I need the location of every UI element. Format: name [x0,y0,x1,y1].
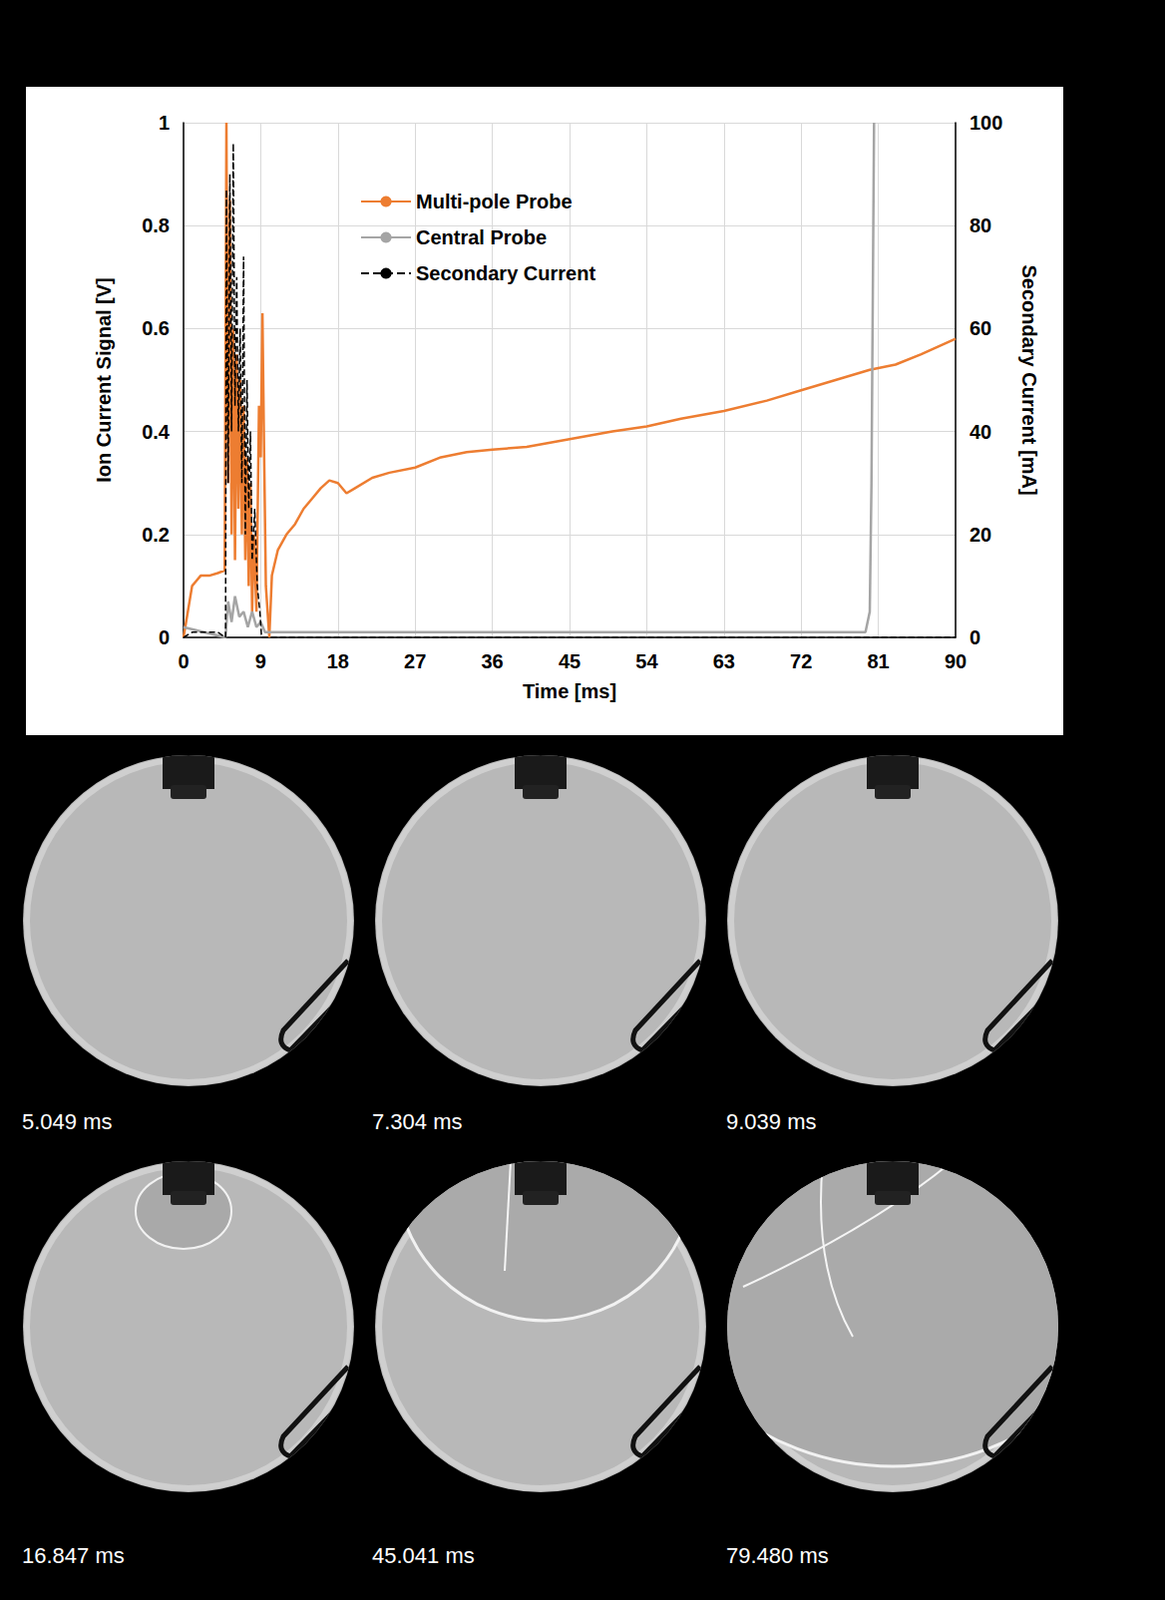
svg-text:80: 80 [969,214,992,237]
svg-text:0.4: 0.4 [141,420,171,443]
svg-text:0.6: 0.6 [141,317,170,340]
svg-text:Multi-pole Probe: Multi-pole Probe [415,190,573,213]
svg-text:0: 0 [969,626,981,649]
svg-text:Secondary Current: Secondary Current [415,262,596,285]
svg-text:0: 0 [158,626,170,649]
svg-text:27: 27 [403,650,426,673]
svg-text:79.480 ms: 79.480 ms [726,1543,829,1568]
svg-text:0: 0 [177,650,189,673]
svg-text:100: 100 [969,111,1003,134]
svg-text:40: 40 [969,420,992,443]
svg-text:1: 1 [158,111,170,134]
svg-text:5.049 ms: 5.049 ms [21,1109,113,1135]
svg-text:60: 60 [969,317,992,340]
svg-text:9: 9 [255,650,267,673]
svg-text:9.039 ms: 9.039 ms [726,1109,817,1135]
svg-text:Central Probe: Central Probe [415,226,547,249]
svg-text:0.8: 0.8 [141,214,170,237]
svg-text:63: 63 [713,650,736,673]
svg-text:7.304 ms: 7.304 ms [372,1109,463,1135]
svg-text:Secondary Current [mA]: Secondary Current [mA] [1018,264,1041,495]
svg-text:0.2: 0.2 [141,523,170,546]
svg-text:54: 54 [635,650,659,673]
svg-text:Time [ms]: Time [ms] [522,680,617,703]
svg-text:45.041 ms: 45.041 ms [372,1543,475,1568]
svg-text:81: 81 [866,650,889,673]
svg-text:20: 20 [969,523,992,546]
svg-text:72: 72 [789,650,812,673]
svg-text:Ion Current Signal [V]: Ion Current Signal [V] [92,277,115,483]
svg-text:45: 45 [558,650,581,673]
svg-text:16.847 ms: 16.847 ms [21,1543,125,1568]
svg-text:18: 18 [327,650,350,673]
svg-text:36: 36 [480,650,503,673]
svg-text:90: 90 [944,650,967,673]
